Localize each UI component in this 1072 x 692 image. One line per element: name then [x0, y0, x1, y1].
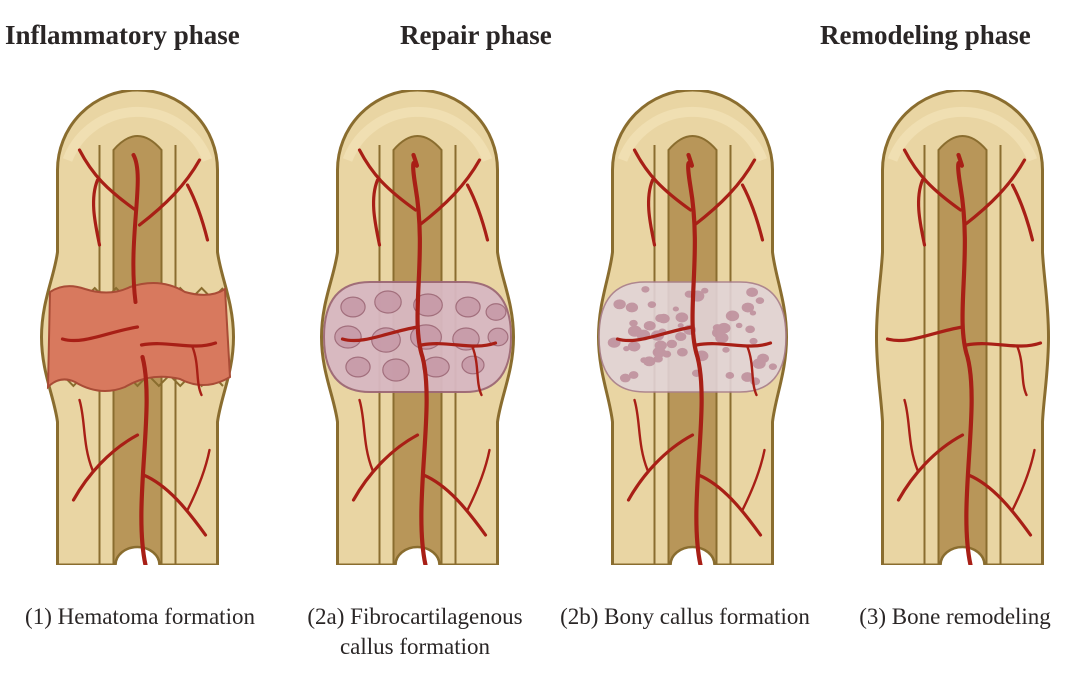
- bone-panel-bony: [585, 90, 800, 565]
- phase-header: Inflammatory phase: [5, 20, 240, 51]
- panel-caption: (2a) Fibrocartilagenous callus formation: [290, 602, 540, 662]
- phase-header: Repair phase: [400, 20, 552, 51]
- bone-panel-fibro: [310, 90, 525, 565]
- panel-caption: (2b) Bony callus formation: [560, 602, 810, 632]
- panel-caption: (3) Bone remodeling: [830, 602, 1072, 632]
- bone-panel-remodel: [855, 90, 1070, 565]
- panel-caption: (1) Hematoma formation: [15, 602, 265, 632]
- bone-panel-hematoma: [30, 90, 245, 565]
- phase-header: Remodeling phase: [820, 20, 1031, 51]
